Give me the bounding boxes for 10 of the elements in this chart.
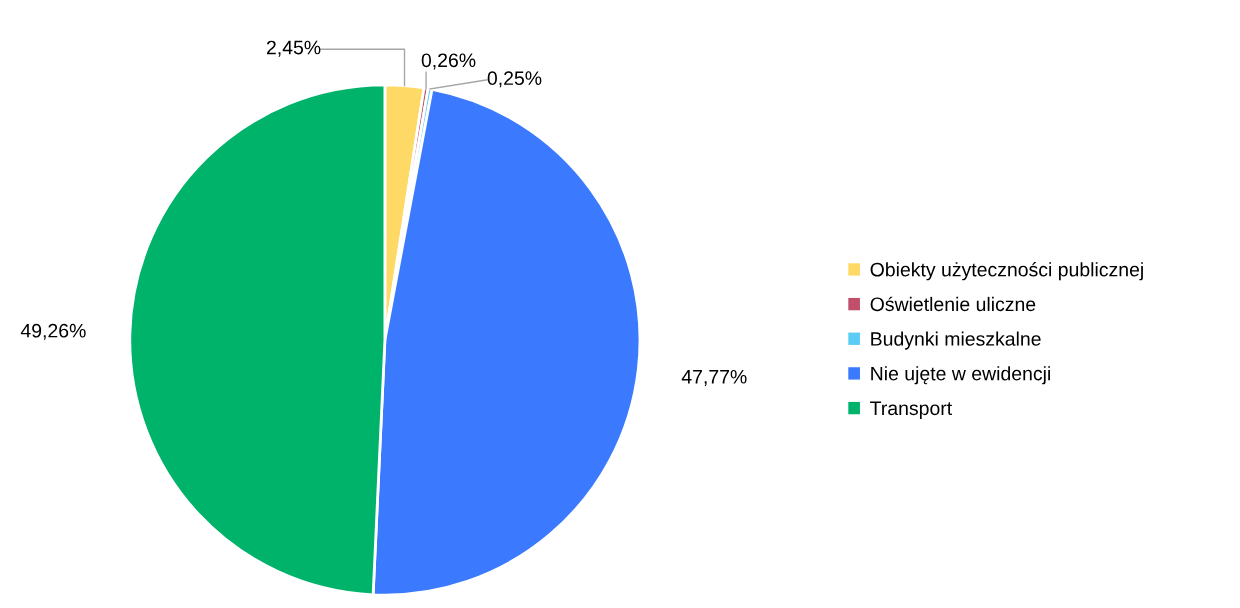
data-label: 2,45%: [266, 40, 321, 57]
legend-label: Transport: [870, 401, 953, 419]
legend-label: Nie ujęte w ewidencji: [871, 366, 1050, 385]
data-label: 47,77%: [681, 369, 747, 386]
data-label: 0,25%: [487, 71, 542, 88]
legend-label: Obiekty użyteczności publicznej: [870, 261, 1143, 281]
legend-label: Budynki mieszkalne: [871, 331, 1041, 350]
data-label: 49,26%: [20, 323, 86, 340]
data-label: 0,26%: [421, 53, 476, 70]
legend-label: Oświetlenie uliczne: [870, 296, 1036, 312]
